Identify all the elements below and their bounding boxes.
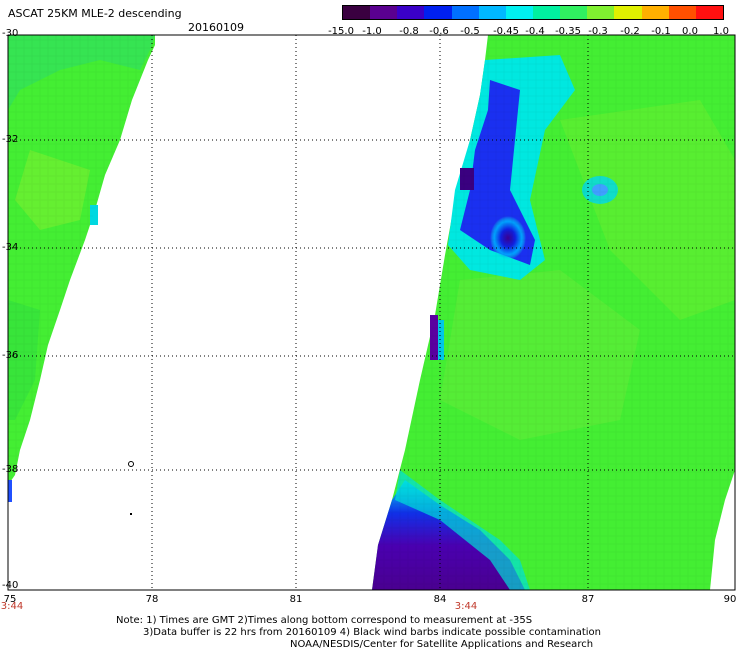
colorbar-swatch bbox=[587, 6, 615, 19]
x-tick-label: 87 bbox=[581, 594, 595, 605]
map-frame bbox=[7, 34, 736, 591]
y-tick-label: -38 bbox=[2, 464, 19, 475]
colorbar-swatch bbox=[370, 6, 398, 19]
land-mark bbox=[130, 513, 132, 515]
colorbar-label: -0.45 bbox=[493, 26, 519, 37]
colorbar-label: -0.35 bbox=[555, 26, 581, 37]
right-swath bbox=[372, 35, 735, 590]
colorbar-label: -0.4 bbox=[525, 26, 545, 37]
land-mark bbox=[128, 461, 134, 467]
colorbar-swatch bbox=[424, 6, 452, 19]
colorbar bbox=[342, 5, 724, 20]
colorbar-label: -0.1 bbox=[651, 26, 671, 37]
colorbar-swatch bbox=[397, 6, 425, 19]
grid bbox=[8, 35, 735, 590]
colorbar-swatch bbox=[478, 6, 506, 19]
colorbar-swatch bbox=[560, 6, 588, 19]
colorbar-label: -15.0 bbox=[328, 26, 354, 37]
colorbar-label: -0.5 bbox=[460, 26, 480, 37]
y-tick-label: -40 bbox=[2, 580, 19, 591]
x-tick-label: 81 bbox=[289, 594, 303, 605]
y-tick-label: -34 bbox=[2, 242, 19, 253]
colorbar-swatch bbox=[641, 6, 669, 19]
colorbar-label: -0.2 bbox=[620, 26, 640, 37]
colorbar-label: -1.0 bbox=[362, 26, 382, 37]
colorbar-label: 0.0 bbox=[682, 26, 698, 37]
colorbar-swatch bbox=[505, 6, 533, 19]
y-tick-label: -36 bbox=[2, 350, 19, 361]
x-tick-label: 90 bbox=[723, 594, 737, 605]
time-label: 3:44 bbox=[454, 601, 478, 612]
map-title: ASCAT 25KM MLE-2 descending bbox=[8, 7, 182, 20]
time-label: 3:44 bbox=[0, 601, 24, 612]
colorbar-label: -0.6 bbox=[429, 26, 449, 37]
colorbar-swatch bbox=[532, 6, 561, 19]
x-tick-label: 84 bbox=[433, 594, 447, 605]
x-tick-label: 75 bbox=[3, 594, 17, 605]
colorbar-swatch bbox=[614, 6, 642, 19]
colorbar-swatch bbox=[343, 6, 371, 19]
colorbar-label: -0.8 bbox=[399, 26, 419, 37]
note-line: 3)Data buffer is 22 hrs from 20160109 4)… bbox=[143, 627, 601, 638]
left-swath bbox=[8, 35, 155, 502]
x-tick-label: 78 bbox=[145, 594, 159, 605]
note-line: NOAA/NESDIS/Center for Satellite Applica… bbox=[290, 639, 594, 650]
y-tick-label: -30 bbox=[2, 28, 19, 39]
colorbar-swatch bbox=[668, 6, 696, 19]
colorbar-label: 1.0 bbox=[713, 26, 729, 37]
map-date: 20160109 bbox=[188, 21, 244, 34]
y-tick-label: -32 bbox=[2, 134, 19, 145]
colorbar-label: -0.3 bbox=[588, 26, 608, 37]
colorbar-swatch bbox=[451, 6, 479, 19]
colorbar-labels: -15.0 -1.0 -0.8 -0.6 -0.5 -0.45 -0.4 -0.… bbox=[328, 26, 735, 38]
colorbar-swatch bbox=[695, 6, 723, 19]
note-line: Note: 1) Times are GMT 2)Times along bot… bbox=[116, 615, 533, 626]
